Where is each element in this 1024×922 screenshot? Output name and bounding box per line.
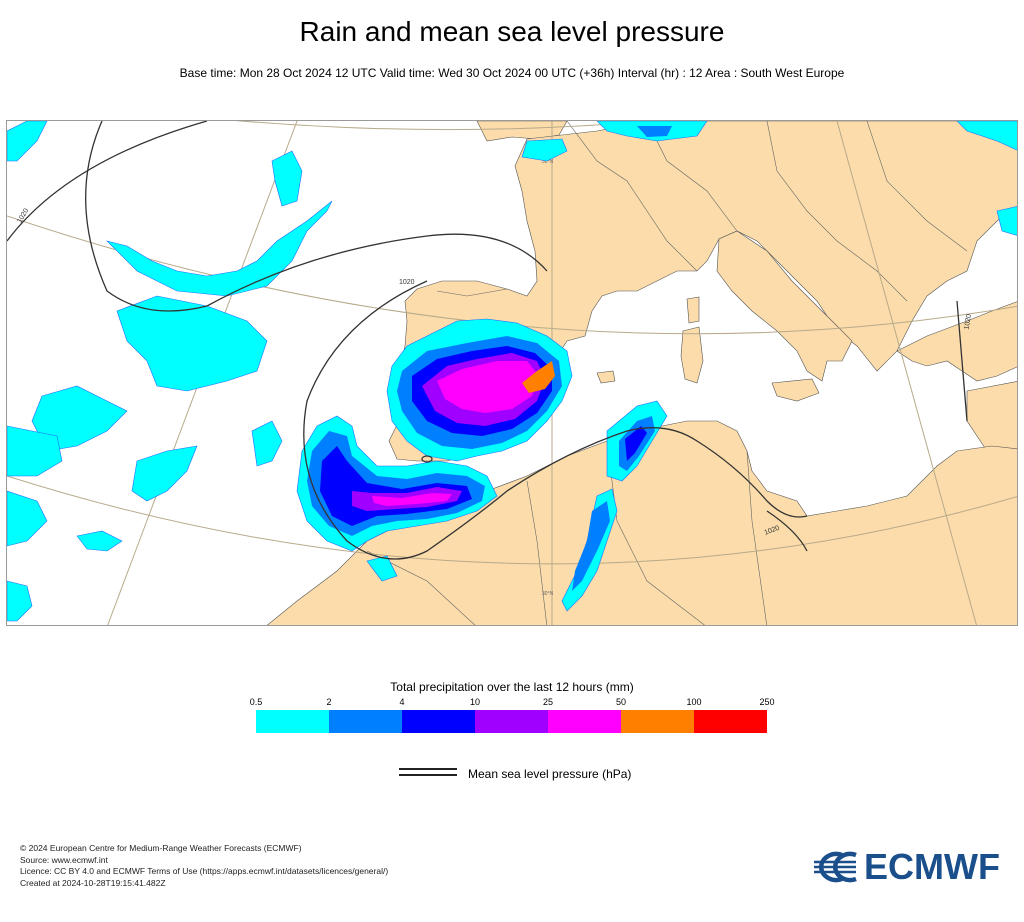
legend-title: Total precipitation over the last 12 hou… xyxy=(390,680,634,694)
pressure-legend-label: Mean sea level pressure (hPa) xyxy=(468,767,632,781)
ecmwf-logo-text: ECMWF xyxy=(864,846,1000,887)
land-greece xyxy=(896,301,1017,382)
isobars xyxy=(7,121,968,560)
ecmwf-logo-icon xyxy=(814,851,857,883)
legend-tick: 50 xyxy=(615,697,627,707)
isobar-label: 1020 xyxy=(399,279,415,286)
legend-colorbar xyxy=(256,710,767,733)
legend-swatch xyxy=(329,710,402,733)
footer-credits: © 2024 European Centre for Medium-Range … xyxy=(20,843,388,889)
land-italy xyxy=(716,230,853,382)
legend-swatch xyxy=(475,710,548,733)
precip-25mm xyxy=(372,361,539,506)
graticule-label: 30°N xyxy=(542,159,554,165)
precip-50mm xyxy=(522,361,555,393)
land-sardinia xyxy=(680,326,704,384)
land-mallorca xyxy=(596,370,616,384)
page-subtitle: Base time: Mon 28 Oct 2024 12 UTC Valid … xyxy=(179,66,845,80)
weather-map[interactable]: 30°N 30°N xyxy=(6,120,1018,626)
created-line: Created at 2024-10-28T19:15:41.482Z xyxy=(20,877,166,888)
source-line[interactable]: Source: www.ecmwf.int xyxy=(20,854,108,865)
legend-swatch xyxy=(621,710,694,733)
legend-swatch xyxy=(548,710,621,733)
map-canvas: 30°N 30°N xyxy=(7,121,1017,625)
legend-tick: 25 xyxy=(542,697,554,707)
legend-tick: 2 xyxy=(326,697,332,707)
pressure-legend-line xyxy=(399,768,457,776)
legend-tick: 4 xyxy=(399,697,405,707)
legend-swatch xyxy=(402,710,475,733)
isobar-label: 1020 xyxy=(963,314,973,331)
graticule-label: 30°N xyxy=(542,591,554,597)
copyright-line: © 2024 European Centre for Medium-Range … xyxy=(20,843,302,853)
country-borders xyxy=(366,121,968,625)
legend-tick: 100 xyxy=(686,697,702,707)
legend-swatch xyxy=(694,710,767,733)
legend-tick: 10 xyxy=(469,697,481,707)
legend-tick: 0.5 xyxy=(249,697,263,707)
page-title: Rain and mean sea level pressure xyxy=(299,16,725,47)
ecmwf-logo[interactable]: ECMWF xyxy=(812,846,1000,888)
isobar-label: 1020 xyxy=(763,525,780,537)
licence-line[interactable]: Licence: CC BY 4.0 and ECMWF Terms of Us… xyxy=(20,866,389,876)
land-corsica xyxy=(686,296,700,324)
legend-swatch xyxy=(256,710,329,733)
legend-tick: 250 xyxy=(759,697,775,707)
land-sicily xyxy=(771,378,820,402)
